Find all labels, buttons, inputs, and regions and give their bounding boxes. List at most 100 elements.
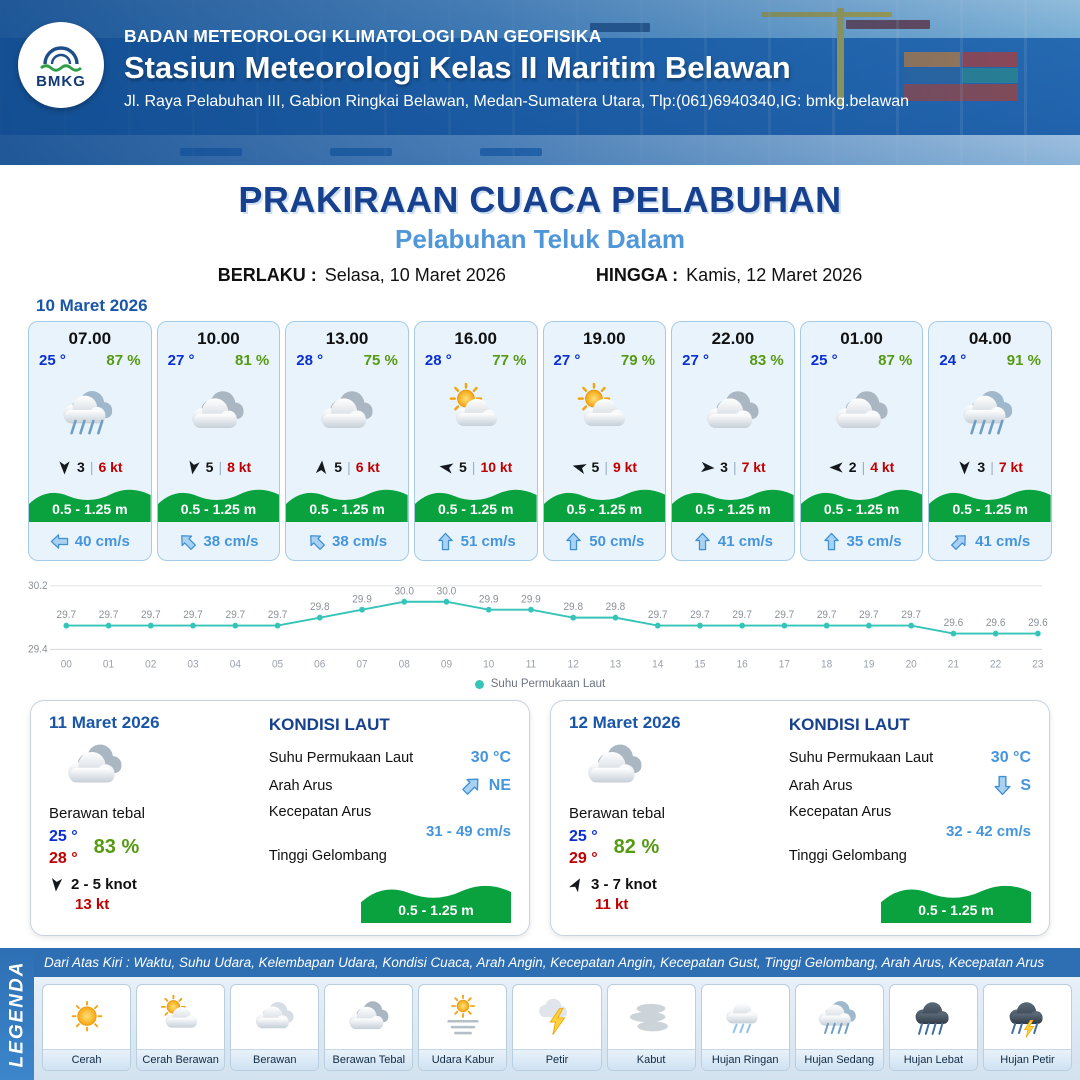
legend-item-label: Berawan	[231, 1049, 319, 1070]
legend-icon-area	[231, 985, 318, 1049]
svg-text:29.6: 29.6	[1028, 618, 1048, 629]
forecast-time: 22.00	[711, 329, 755, 348]
cloudy-thick-icon	[835, 391, 888, 428]
temp-humidity-row: 25 ° 87 %	[29, 349, 151, 369]
temp-humidity-row: 27 ° 83 %	[672, 349, 794, 369]
haze-icon	[447, 995, 479, 1035]
sun-icon	[71, 1000, 102, 1032]
current-info: 38 cm/s	[286, 522, 408, 560]
wind-gust: 10 kt	[480, 459, 513, 475]
forecast-time: 16.00	[454, 329, 497, 348]
rain-moderate-icon	[63, 391, 112, 435]
legend-icon-area	[796, 985, 883, 1049]
berlaku-group: BERLAKU : Selasa, 10 Maret 2026	[218, 265, 506, 286]
current-direction-icon	[695, 532, 710, 550]
sun-cloud-icon	[160, 995, 197, 1028]
wave-height: 0.5 - 1.25 m	[918, 902, 994, 918]
wind-info: 5 | 6 kt	[286, 455, 408, 479]
svg-text:05: 05	[272, 659, 283, 670]
forecast-card-13.00: 13.00 28 ° 75 % 5 | 6 kt 0.5 - 1.25 m 38…	[285, 321, 409, 561]
svg-text:01: 01	[103, 659, 114, 670]
svg-text:29.8: 29.8	[563, 602, 583, 613]
legend-description: Dari Atas Kiri : Waktu, Suhu Udara, Kele…	[34, 948, 1080, 977]
wind-direction-icon	[701, 461, 715, 472]
legenda-sidebar: LEGENDA	[0, 948, 34, 1080]
rain-heavy-icon	[916, 1002, 949, 1035]
current-info: 41 cm/s	[672, 522, 794, 560]
forecast-card-16.00: 16.00 28 ° 77 % 5 | 10 kt 0.5 - 1.25 m 5…	[413, 321, 538, 561]
daily-date: 12 Maret 2026	[569, 713, 681, 732]
legenda-label: LEGENDA	[6, 960, 27, 1068]
wind-gust: 7 kt	[741, 459, 766, 475]
thunder-rain-icon	[1010, 1002, 1044, 1038]
weather-condition	[415, 369, 537, 455]
agency-name: BADAN METEOROLOGI KLIMATOLOGI DAN GEOFIS…	[124, 26, 602, 46]
svg-text:16: 16	[737, 659, 748, 670]
condition-label: Berawan tebal	[569, 805, 665, 822]
validity-period: BERLAKU : Selasa, 10 Maret 2026 HINGGA : K…	[0, 265, 1080, 286]
current-speed-label: Kecepatan Arus	[268, 804, 372, 820]
weather-condition	[801, 369, 923, 455]
svg-text:29.7: 29.7	[226, 610, 246, 621]
current-speed: 41 cm/s	[717, 532, 773, 550]
cloudy-thick-icon	[349, 1001, 389, 1030]
legend-item-label: Hujan Ringan	[701, 1049, 789, 1070]
wind-gust: 6 kt	[355, 459, 380, 475]
humidity: 79 %	[620, 352, 656, 369]
legend-icon-area	[513, 985, 600, 1049]
svg-text:04: 04	[230, 659, 241, 670]
forecast-date: 10 Maret 2026	[36, 296, 148, 315]
legend-item-label: Kabut	[607, 1049, 695, 1070]
svg-text:29.7: 29.7	[183, 610, 203, 621]
wind-speed: 3	[977, 459, 986, 475]
cloudy-thick-icon	[68, 744, 122, 783]
current-speed: 41 cm/s	[975, 532, 1031, 550]
wind-speed: 5	[334, 459, 343, 475]
sst-label: Suhu Permukaan Laut	[268, 750, 414, 766]
forecast-card-22.00: 22.00 27 ° 83 % 3 | 7 kt 0.5 - 1.25 m 41…	[671, 321, 795, 561]
wave-graphic	[29, 489, 151, 522]
svg-text:30.0: 30.0	[394, 586, 414, 597]
svg-text:19: 19	[863, 659, 874, 670]
wind-direction-icon	[569, 878, 581, 893]
cloudy-thick-icon	[588, 744, 642, 783]
legend-icon-area	[984, 985, 1071, 1049]
legend-series-label: Suhu Permukaan Laut	[490, 678, 606, 690]
temp-max: 28 °	[49, 849, 78, 867]
humidity: 81 %	[235, 352, 270, 369]
forecast-time: 13.00	[325, 329, 369, 348]
current-speed-label: Kecepatan Arus	[788, 804, 892, 820]
forecast-time: 04.00	[968, 329, 1012, 348]
legend-icon-area	[890, 985, 977, 1049]
daily-forecast-row: 11 Maret 2026 Berawan tebal 25 ° 28 ° 83…	[30, 700, 1050, 936]
wind-range: 3 - 7 knot	[591, 876, 657, 894]
humidity: 75 %	[363, 352, 398, 369]
svg-text:03: 03	[187, 659, 198, 670]
current-info: 38 cm/s	[158, 522, 280, 560]
daily-wind-gust: 11 kt	[595, 896, 629, 914]
wave-height-band: 0.5 - 1.25 m	[29, 482, 151, 522]
current-dir-label: Arah Arus	[268, 777, 333, 794]
current-speed-value: 32 - 42 cm/s	[945, 823, 1031, 840]
daily-card-11 Maret 2026: 11 Maret 2026 Berawan tebal 25 ° 28 ° 83…	[30, 700, 530, 936]
legend-marker-icon	[474, 679, 484, 689]
daily-temps: 25 ° 29 ° 82 %	[569, 826, 777, 869]
wind-range: 2 - 5 knot	[71, 876, 137, 894]
current-info: 50 cm/s	[544, 522, 666, 560]
legend-item-label: Udara Kabur	[419, 1049, 507, 1070]
page-title: PRAKIRAAN CUACA PELABUHAN	[238, 179, 842, 220]
wave-height-band: 0.5 - 1.25 m	[157, 482, 280, 522]
forecast-card-07.00: 07.00 25 ° 87 % 3 | 6 kt 0.5 - 1.25 m 40…	[28, 321, 152, 561]
wind-info: 3 | 6 kt	[29, 455, 151, 479]
daily-weather-summary: 11 Maret 2026 Berawan tebal 25 ° 28 ° 83…	[49, 713, 257, 923]
wave-height: 0.5 - 1.25 m	[695, 501, 771, 517]
wind-gust: 6 kt	[98, 459, 123, 475]
rain-moderate-icon	[963, 391, 1013, 435]
legend-item-label: Cerah	[43, 1049, 131, 1070]
weather-condition	[544, 369, 666, 455]
svg-text:29.9: 29.9	[352, 594, 372, 605]
sun-cloud-icon	[577, 383, 626, 426]
wind-gust: 4 kt	[870, 459, 895, 475]
legend-item-label: Berawan Tebal	[325, 1049, 413, 1070]
current-speed: 38 cm/s	[332, 532, 388, 550]
